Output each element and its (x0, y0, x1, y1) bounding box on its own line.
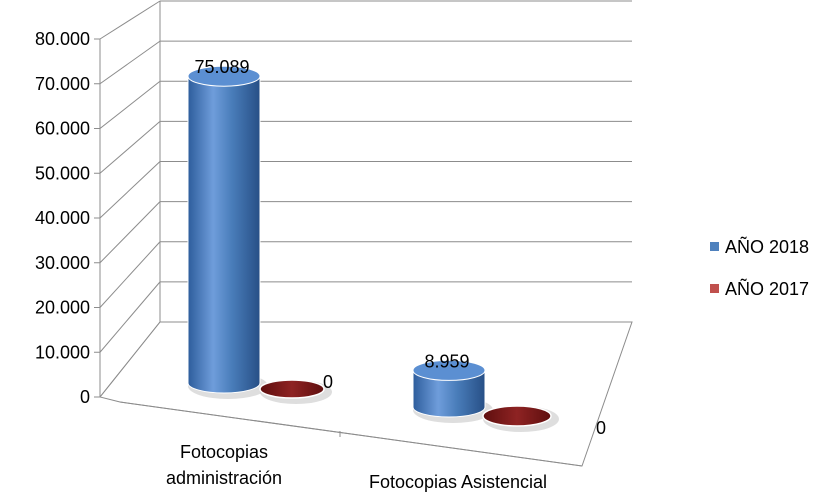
y-tick-label: 10.000 (35, 342, 90, 362)
category-labels: Fotocopias administración Fotocopias Asist… (166, 442, 547, 492)
data-labels: 75.089 0 8.959 0 (194, 57, 606, 438)
data-label: 75.089 (194, 57, 249, 77)
axes: 0 10.000 20.000 30.000 40.000 50.000 60.000 70.… (35, 29, 583, 467)
x-axis-line (119, 401, 583, 467)
bars (187, 65, 559, 432)
bar-ano-2017-2 (482, 405, 559, 432)
legend-label: AÑO 2018 (725, 236, 809, 257)
legend-swatch (710, 284, 719, 293)
y-tick-label: 70.000 (35, 74, 90, 94)
bar-ano-2018-2 (412, 359, 493, 423)
gridline-side (99, 120, 161, 174)
y-tick-label: 50.000 (35, 163, 90, 183)
bar-ano-2018-1 (187, 65, 268, 399)
y-tick-label: 60.000 (35, 119, 90, 139)
legend-item-ano-2017: AÑO 2017 (710, 278, 809, 299)
gridline-side (99, 241, 161, 308)
gridline-side (99, 80, 161, 129)
y-tick-label: 80.000 (35, 29, 90, 49)
legend-swatch (710, 242, 719, 251)
category-label: administración (166, 468, 282, 488)
category-label: Fotocopias Asistencial (369, 472, 547, 492)
y-tick-label: 40.000 (35, 208, 90, 228)
gridline-side (99, 201, 161, 264)
legend-label: AÑO 2017 (725, 278, 809, 299)
gridline-side (99, 281, 161, 353)
floor (99, 321, 633, 467)
gridlines (99, 0, 633, 467)
data-label: 8.959 (424, 351, 469, 371)
gridline-side (99, 40, 161, 85)
data-label: 0 (323, 372, 333, 392)
y-tick-label: 0 (80, 387, 90, 407)
legend: AÑO 2018 AÑO 2017 (710, 236, 809, 299)
y-tick-label: 20.000 (35, 298, 90, 318)
bar-ano-2017-1 (259, 379, 332, 404)
legend-item-ano-2018: AÑO 2018 (710, 236, 809, 257)
y-tick-label: 30.000 (35, 253, 90, 273)
category-label: Fotocopias (180, 442, 268, 462)
gridline-side (99, 0, 161, 40)
gridline-side (99, 161, 161, 219)
data-label: 0 (596, 418, 606, 438)
